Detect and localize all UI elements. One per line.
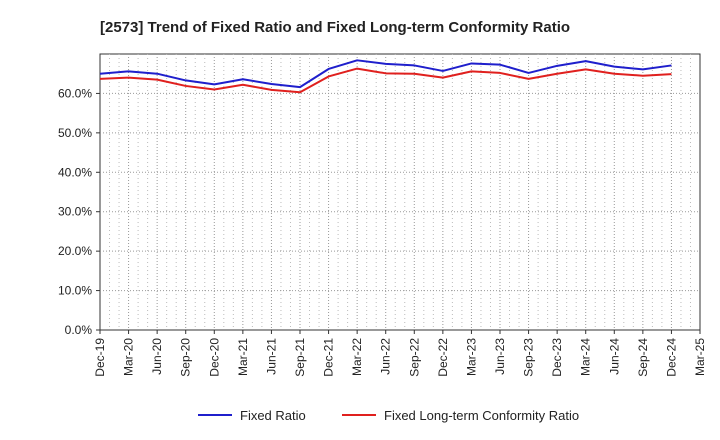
x-tick-label: Mar-22 [350, 338, 364, 376]
x-tick-label: Mar-21 [236, 338, 250, 376]
grid-lines [100, 54, 700, 330]
series-lines [99, 59, 672, 94]
x-tick-label: Sep-23 [522, 338, 536, 377]
series-line-2 [99, 67, 672, 94]
x-tick-label: Dec-23 [550, 338, 564, 377]
x-tick-label: Jun-22 [379, 338, 393, 375]
y-tick-label: 10.0% [58, 284, 92, 298]
x-tick-label: Dec-19 [93, 338, 107, 377]
legend-label-1: Fixed Ratio [240, 408, 306, 423]
x-tick-label: Dec-22 [436, 338, 450, 377]
x-tick-label: Mar-20 [122, 338, 136, 376]
x-tick-label: Jun-24 [607, 338, 621, 375]
y-tick-label: 40.0% [58, 165, 92, 179]
x-tick-label: Mar-24 [579, 338, 593, 376]
x-tick-label: Mar-23 [464, 338, 478, 376]
y-tick-label: 50.0% [58, 126, 92, 140]
x-tick-label: Dec-20 [207, 338, 221, 377]
x-tick-label: Dec-24 [664, 338, 678, 377]
legend: Fixed Ratio Fixed Long-term Conformity Ra… [198, 408, 579, 423]
y-tick-label: 0.0% [65, 323, 93, 337]
y-tick-label: 60.0% [58, 86, 92, 100]
x-tick-label: Sep-21 [293, 338, 307, 377]
y-tick-label: 20.0% [58, 244, 92, 258]
series-line-1 [99, 59, 672, 89]
y-axis: 0.0% 10.0% 20.0% 30.0% 40.0% 50.0% 60.0% [58, 86, 100, 337]
x-tick-label: Jun-20 [150, 338, 164, 375]
x-tick-label: Sep-24 [636, 338, 650, 377]
y-tick-label: 30.0% [58, 205, 92, 219]
x-tick-label: Mar-25 [693, 338, 707, 376]
x-tick-label: Jun-23 [493, 338, 507, 375]
x-tick-label: Jun-21 [264, 338, 278, 375]
x-tick-label: Dec-21 [322, 338, 336, 377]
plot-area [99, 53, 701, 331]
legend-label-2: Fixed Long-term Conformity Ratio [384, 408, 579, 423]
x-axis: Dec-19 Mar-20 Jun-20 Sep-20 Dec-20 Mar-21 Jun-… [93, 330, 707, 377]
x-tick-label: Sep-22 [407, 338, 421, 377]
chart-title: [2573] Trend of Fixed Ratio and Fixed Lo… [100, 19, 570, 36]
x-tick-label: Sep-20 [179, 338, 193, 377]
